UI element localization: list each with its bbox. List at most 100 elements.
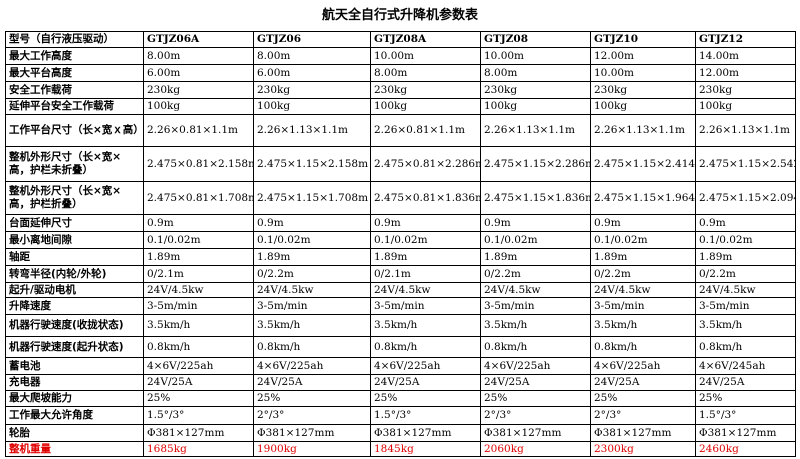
cell: 24V/4.5kw bbox=[480, 282, 591, 298]
table-row: 整机外形尺寸（长×宽×高，护栏折叠） 2.475×0.81×1.708m 2.475… bbox=[5, 181, 796, 215]
cell: 1.5°/3° bbox=[143, 406, 254, 425]
cell: 2°/3° bbox=[590, 406, 696, 425]
cell: 0.9m bbox=[695, 214, 796, 232]
cell: 0.1/0.02m bbox=[590, 231, 696, 249]
row-label: 机器行驶速度(起升状态) bbox=[5, 336, 144, 358]
cell: 25% bbox=[370, 390, 481, 407]
row-label: 安全工作载荷 bbox=[5, 81, 144, 99]
cell: 4×6V/225ah bbox=[480, 357, 591, 375]
table-row: 机器行驶速度(收拢状态) 3.5km/h 3.5km/h 3.5km/h 3.5km/h… bbox=[5, 314, 796, 337]
cell: 230kg bbox=[695, 81, 796, 99]
cell: 24V/25A bbox=[480, 374, 591, 391]
cell: 0.9m bbox=[480, 214, 591, 232]
row-label: 台面延伸尺寸 bbox=[5, 214, 144, 232]
cell: 4×6V/225ah bbox=[370, 357, 481, 375]
cell: 4×6V/225ah bbox=[143, 357, 254, 375]
row-label: 最大爬坡能力 bbox=[5, 390, 144, 407]
cell: 2060kg bbox=[480, 441, 591, 457]
cell: GTJZ08 bbox=[480, 31, 591, 48]
cell: 230kg bbox=[480, 81, 591, 99]
cell: 0.1/0.02m bbox=[695, 231, 796, 249]
cell: 1.89m bbox=[370, 248, 481, 266]
cell: Φ381×127mm bbox=[695, 424, 796, 442]
cell: GTJZ06 bbox=[253, 31, 371, 48]
cell: 3.5km/h bbox=[590, 314, 696, 337]
row-label: 轮胎 bbox=[5, 424, 144, 442]
cell: 24V/4.5kw bbox=[695, 282, 796, 298]
row-label: 最大平台高度 bbox=[5, 64, 144, 82]
cell: 1.5°/3° bbox=[370, 406, 481, 425]
cell: 0/2.1m bbox=[143, 265, 254, 283]
cell: 3-5m/min bbox=[480, 297, 591, 315]
row-label: 工作平台尺寸（长×宽ｘ高） bbox=[5, 114, 144, 147]
cell: 6.00m bbox=[143, 64, 254, 82]
cell: 2.26×1.13×1.1m bbox=[590, 114, 696, 147]
cell: 8.00m bbox=[480, 64, 591, 82]
cell: 2.475×1.15×1.708m bbox=[253, 181, 371, 215]
row-label: 蓄电池 bbox=[5, 357, 144, 375]
table-row: 机器行驶速度(起升状态) 0.8km/h 0.8km/h 0.8km/h 0.8km/h… bbox=[5, 336, 796, 358]
row-label: 型号（自行液压驱动） bbox=[5, 31, 144, 48]
cell: 3.5km/h bbox=[480, 314, 591, 337]
table-row: 工作平台尺寸（长×宽ｘ高） 2.26×0.81×1.1m 2.26×1.13×1.1… bbox=[5, 114, 796, 147]
table-row: 延伸平台安全工作载荷 100kg 100kg 100kg 100kg 100kg 100kg bbox=[5, 98, 796, 115]
cell: 8.00m bbox=[370, 64, 481, 82]
cell: 1.89m bbox=[695, 248, 796, 266]
cell: 2.475×1.15×1.964m bbox=[590, 181, 696, 215]
cell: 3-5m/min bbox=[253, 297, 371, 315]
cell: 3.5km/h bbox=[695, 314, 796, 337]
row-label: 整机外形尺寸（长×宽×高，护栏未折叠） bbox=[5, 146, 144, 182]
row-label: 转弯半径(内轮/外轮) bbox=[5, 265, 144, 283]
cell: 2°/3° bbox=[480, 406, 591, 425]
cell: Φ381×127mm bbox=[370, 424, 481, 442]
cell: 100kg bbox=[590, 98, 696, 115]
cell: 0.8km/h bbox=[480, 336, 591, 358]
cell: 230kg bbox=[253, 81, 371, 99]
cell: 24V/4.5kw bbox=[590, 282, 696, 298]
cell: 12.00m bbox=[590, 47, 696, 65]
cell: 0/2.2m bbox=[253, 265, 371, 283]
cell: 0/2.2m bbox=[695, 265, 796, 283]
cell: 25% bbox=[695, 390, 796, 407]
cell: 230kg bbox=[370, 81, 481, 99]
cell: GTJZ08A bbox=[370, 31, 481, 48]
cell: 14.00m bbox=[695, 47, 796, 65]
cell: 3-5m/min bbox=[370, 297, 481, 315]
cell: 24V/25A bbox=[370, 374, 481, 391]
cell: 3-5m/min bbox=[590, 297, 696, 315]
cell: 24V/25A bbox=[143, 374, 254, 391]
cell: 2.475×0.81×1.836m bbox=[370, 181, 481, 215]
cell: Φ381×127mm bbox=[590, 424, 696, 442]
row-label: 最大工作高度 bbox=[5, 47, 144, 65]
cell: 1845kg bbox=[370, 441, 481, 457]
row-label: 整机重量 bbox=[5, 441, 144, 457]
table-row: 安全工作载荷 230kg 230kg 230kg 230kg 230kg 230kg bbox=[5, 81, 796, 99]
row-label: 充电器 bbox=[5, 374, 144, 391]
cell: 2460kg bbox=[695, 441, 796, 457]
cell: 10.00m bbox=[370, 47, 481, 65]
table-row: 最小离地间隙 0.1/0.02m 0.1/0.02m 0.1/0.02m 0.1/0.0… bbox=[5, 231, 796, 249]
cell: 24V/4.5kw bbox=[143, 282, 254, 298]
cell: 0.9m bbox=[253, 214, 371, 232]
cell: 24V/4.5kw bbox=[370, 282, 481, 298]
table-row: 工作最大允许角度 1.5°/3° 2°/3° 1.5°/3° 2°/3° 2°/3° 1.5… bbox=[5, 406, 796, 425]
cell: 3.5km/h bbox=[253, 314, 371, 337]
cell: 8.00m bbox=[143, 47, 254, 65]
table-row: 最大平台高度 6.00m 6.00m 8.00m 8.00m 10.00m 12.00m bbox=[5, 64, 796, 82]
cell: 0.8km/h bbox=[253, 336, 371, 358]
table-row: 台面延伸尺寸 0.9m 0.9m 0.9m 0.9m 0.9m 0.9m bbox=[5, 214, 796, 232]
cell: 10.00m bbox=[590, 64, 696, 82]
cell: 0.8km/h bbox=[370, 336, 481, 358]
row-label: 升降速度 bbox=[5, 297, 144, 315]
cell: 0/2.2m bbox=[590, 265, 696, 283]
spec-table: 型号（自行液压驱动） GTJZ06A GTJZ06 GTJZ08A GTJZ08 GTJZ… bbox=[5, 31, 796, 457]
table-row: 型号（自行液压驱动） GTJZ06A GTJZ06 GTJZ08A GTJZ08 GTJZ… bbox=[5, 31, 796, 48]
cell: Φ381×127mm bbox=[253, 424, 371, 442]
cell: 2.475×1.15×1.836m bbox=[480, 181, 591, 215]
cell: GTJZ12 bbox=[695, 31, 796, 48]
row-label: 机器行驶速度(收拢状态) bbox=[5, 314, 144, 337]
cell: 24V/4.5kw bbox=[253, 282, 371, 298]
cell: 2.26×0.81×1.1m bbox=[143, 114, 254, 147]
row-label: 整机外形尺寸（长×宽×高，护栏折叠） bbox=[5, 181, 144, 215]
